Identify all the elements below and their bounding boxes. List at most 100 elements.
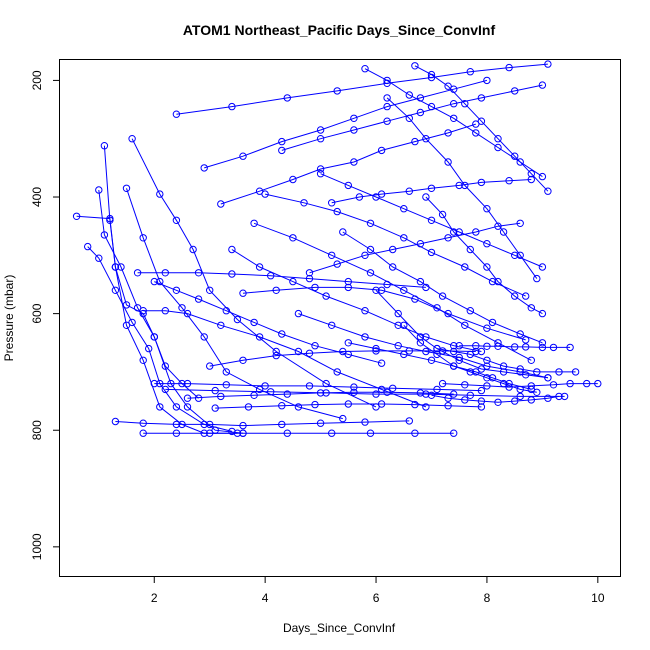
- data-point-38-0: [305, 269, 314, 277]
- series-line-14: [231, 249, 482, 352]
- data-point-38-6: [472, 228, 480, 236]
- data-point-30-8: [555, 392, 563, 401]
- data-point-39-4: [427, 184, 436, 193]
- data-point-24-2: [422, 135, 430, 143]
- data-point-26-0: [411, 62, 419, 70]
- data-point-38-8: [516, 219, 524, 228]
- data-point-30-3: [477, 397, 486, 405]
- data-point-22-7: [516, 158, 524, 166]
- data-point-8-1: [211, 386, 219, 395]
- data-point-33-0: [206, 362, 214, 370]
- data-point-26-1: [427, 70, 436, 79]
- series-line-11: [176, 63, 548, 115]
- data-point-3-0: [100, 142, 109, 150]
- plot-frame: [59, 59, 621, 577]
- data-point-9-3: [206, 420, 214, 429]
- data-point-1-0: [84, 242, 92, 251]
- data-point-34-2: [250, 391, 258, 399]
- data-point-2-3: [133, 304, 142, 312]
- data-point-10-3: [239, 429, 247, 437]
- data-point-29-8: [594, 379, 602, 388]
- data-point-8-5: [422, 390, 430, 398]
- data-point-21-8: [538, 339, 547, 347]
- data-point-18-4: [416, 108, 425, 117]
- data-point-19-2: [361, 333, 369, 341]
- data-point-9-0: [111, 417, 120, 426]
- x-tick-label-2: 6: [373, 591, 380, 605]
- y-axis: 200 400 600 800 1000: [30, 70, 60, 560]
- data-point-10-7: [411, 429, 419, 437]
- data-point-27-6: [511, 292, 519, 300]
- data-point-14-6: [422, 333, 430, 341]
- data-point-36-5: [278, 330, 286, 338]
- data-point-34-5: [350, 388, 358, 396]
- data-point-18-8: [538, 81, 547, 89]
- data-point-27-3: [466, 245, 474, 254]
- x-axis: 2 4 6 8 10: [151, 576, 605, 605]
- series-line-3: [103, 145, 238, 434]
- data-point-17-3: [366, 219, 375, 228]
- data-point-14-1: [255, 263, 264, 271]
- data-point-28-3: [483, 356, 491, 364]
- data-point-9-6: [316, 419, 325, 427]
- data-point-21-3: [416, 277, 425, 286]
- data-point-7-2: [222, 381, 231, 389]
- data-point-30-5: [511, 397, 519, 405]
- series-line-30: [431, 394, 560, 403]
- data-point-32-1: [372, 344, 380, 353]
- data-point-37-2: [194, 269, 203, 277]
- data-point-15-4: [377, 286, 386, 294]
- data-point-7-3: [261, 382, 269, 390]
- data-point-17-4: [400, 234, 408, 242]
- data-point-1-3: [128, 318, 136, 327]
- data-point-11-1: [228, 102, 236, 111]
- data-point-4-3: [189, 245, 197, 254]
- data-point-33-3: [305, 349, 314, 357]
- data-point-1-2: [111, 286, 120, 294]
- data-point-17-2: [333, 207, 341, 216]
- data-point-11-0: [172, 110, 181, 118]
- data-point-6-8: [422, 403, 430, 411]
- data-point-24-8: [533, 274, 541, 283]
- data-point-21-5: [466, 307, 474, 315]
- data-point-5-5: [222, 368, 231, 376]
- data-point-2-6: [183, 403, 192, 411]
- data-point-28-8: [571, 368, 580, 376]
- data-point-26-3: [461, 100, 469, 108]
- data-point-14-7: [450, 342, 458, 350]
- data-point-21-4: [438, 292, 447, 300]
- data-point-3-4: [139, 356, 147, 364]
- data-point-26-4: [477, 117, 486, 125]
- data-point-13-6: [411, 137, 419, 146]
- data-point-15-1: [272, 286, 280, 294]
- data-point-32-4: [450, 362, 458, 370]
- data-point-28-6: [533, 368, 541, 376]
- data-point-15-2: [311, 283, 319, 292]
- data-point-31-1: [472, 342, 480, 350]
- data-point-23-5: [477, 365, 486, 373]
- data-point-24-6: [499, 228, 508, 236]
- data-point-2-2: [117, 263, 125, 271]
- data-point-37-7: [383, 280, 391, 289]
- data-point-4-6: [272, 347, 280, 356]
- data-point-4-0: [128, 135, 136, 143]
- data-point-31-8: [566, 343, 574, 352]
- data-point-35-3: [311, 400, 319, 409]
- data-point-6-1: [161, 307, 170, 315]
- series-line-15: [242, 286, 526, 341]
- data-point-9-2: [172, 420, 181, 429]
- data-point-6-0: [139, 307, 147, 315]
- data-point-4-1: [156, 190, 164, 198]
- x-tick-label-0: 2: [151, 591, 158, 605]
- data-point-35-1: [244, 403, 253, 411]
- series-line-25: [403, 324, 537, 393]
- data-point-27-2: [450, 228, 458, 236]
- data-point-10-5: [328, 429, 336, 437]
- series-line-2: [98, 189, 244, 434]
- data-point-6-3: [217, 321, 225, 329]
- data-point-9-4: [239, 421, 247, 430]
- data-point-36-8: [377, 359, 386, 367]
- series-line-1: [87, 246, 233, 432]
- data-point-36-1: [172, 286, 181, 294]
